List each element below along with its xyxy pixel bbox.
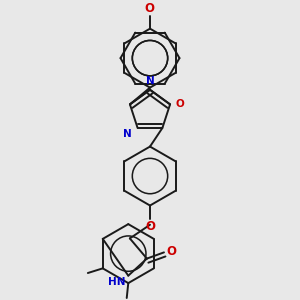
Text: O: O	[167, 244, 176, 258]
Text: O: O	[145, 220, 155, 233]
Text: O: O	[176, 99, 184, 109]
Text: N: N	[123, 129, 132, 139]
Text: O: O	[144, 2, 154, 15]
Text: HN: HN	[108, 277, 126, 287]
Text: N: N	[146, 76, 154, 86]
